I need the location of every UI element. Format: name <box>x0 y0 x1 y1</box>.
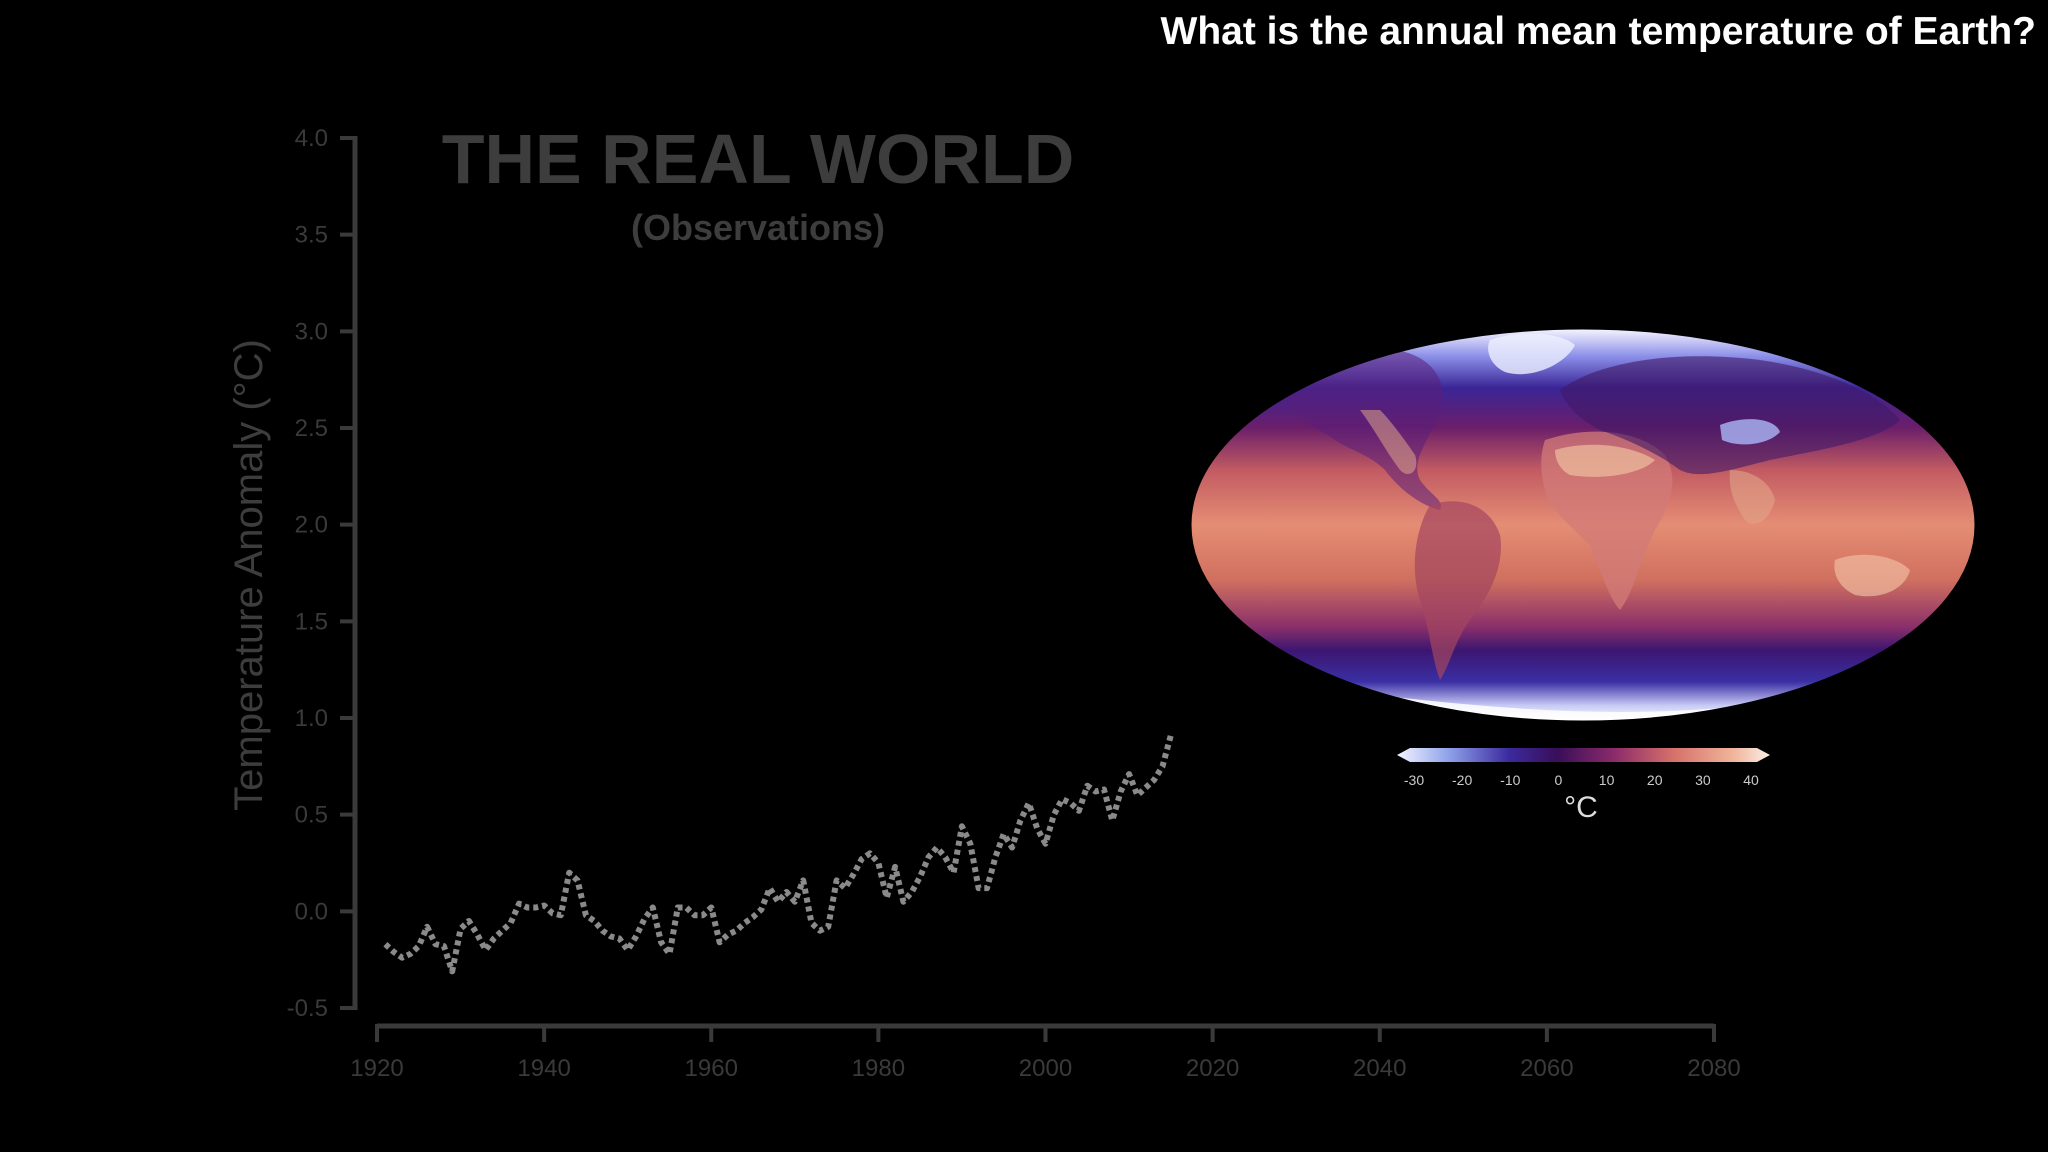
colorbar-tick-label: -30 <box>1404 772 1424 788</box>
continent-africa <box>1541 431 1673 610</box>
chart-title: THE REAL WORLD <box>442 120 1075 198</box>
continent-eurasia <box>1560 356 1900 475</box>
colorbar-tick-label: -20 <box>1452 772 1472 788</box>
x-tick-label: 2000 <box>1019 1055 1072 1082</box>
colorbar-tick-label: 40 <box>1743 772 1759 788</box>
y-tick-label: 4.0 <box>295 125 328 152</box>
colorbar-tick-label: 0 <box>1555 772 1563 788</box>
colorbar-tick-label: 10 <box>1599 772 1615 788</box>
x-tick-label: 2020 <box>1186 1055 1239 1082</box>
region-india <box>1729 470 1775 524</box>
series-line <box>383 734 1174 975</box>
continent-africa-sahara <box>1555 444 1655 477</box>
continent-greenland <box>1488 333 1575 375</box>
region-tibet <box>1720 419 1780 445</box>
continent-south-america <box>1414 501 1501 680</box>
y-tick-label: 2.0 <box>295 512 328 539</box>
y-tick-label: 3.0 <box>295 318 328 345</box>
y-tick-label: 3.5 <box>295 222 328 249</box>
chart-subtitle: (Observations) <box>631 207 885 248</box>
continent-australia <box>1834 554 1910 597</box>
globe-outline <box>1190 328 1976 722</box>
x-tick-label: 1980 <box>852 1055 905 1082</box>
colorbar-bar <box>1397 748 1770 762</box>
y-tick-label: -0.5 <box>287 995 328 1022</box>
question-title: What is the annual mean temperature of E… <box>1160 10 2036 53</box>
y-tick-label: 0.5 <box>295 802 328 829</box>
chart-axes: 4.0 3.5 3.0 2.5 2.0 1.5 1.0 0.5 0.0 -0.5 1920 1940 1… <box>287 125 1741 1082</box>
colorbar-ticks: -30 -20 -10 0 10 20 30 40 <box>1404 772 1759 788</box>
y-tick-label: 1.5 <box>295 608 328 635</box>
colorbar-tick-label: 30 <box>1695 772 1711 788</box>
colorbar: -30 -20 -10 0 10 20 30 40 °C <box>1397 748 1770 824</box>
x-tick-label: 1920 <box>350 1055 403 1082</box>
x-tick-label: 2040 <box>1353 1055 1406 1082</box>
continent-north-america-west <box>1360 410 1417 475</box>
temperature-map <box>1190 328 1976 722</box>
x-tick-label: 1960 <box>685 1055 738 1082</box>
colorbar-tick-label: 20 <box>1647 772 1663 788</box>
colorbar-tick-label: -10 <box>1500 772 1520 788</box>
y-tick-label: 0.0 <box>295 898 328 925</box>
continent-north-america <box>1270 349 1443 510</box>
colorbar-unit: °C <box>1564 791 1598 824</box>
x-tick-label: 1940 <box>517 1055 570 1082</box>
y-axis-label: Temperature Anomaly (°C) <box>227 339 271 811</box>
x-tick-label: 2080 <box>1687 1055 1740 1082</box>
y-tick-label: 1.0 <box>295 705 328 732</box>
y-tick-label: 2.5 <box>295 415 328 442</box>
x-tick-label: 2060 <box>1520 1055 1573 1082</box>
series-observations <box>383 734 1174 975</box>
